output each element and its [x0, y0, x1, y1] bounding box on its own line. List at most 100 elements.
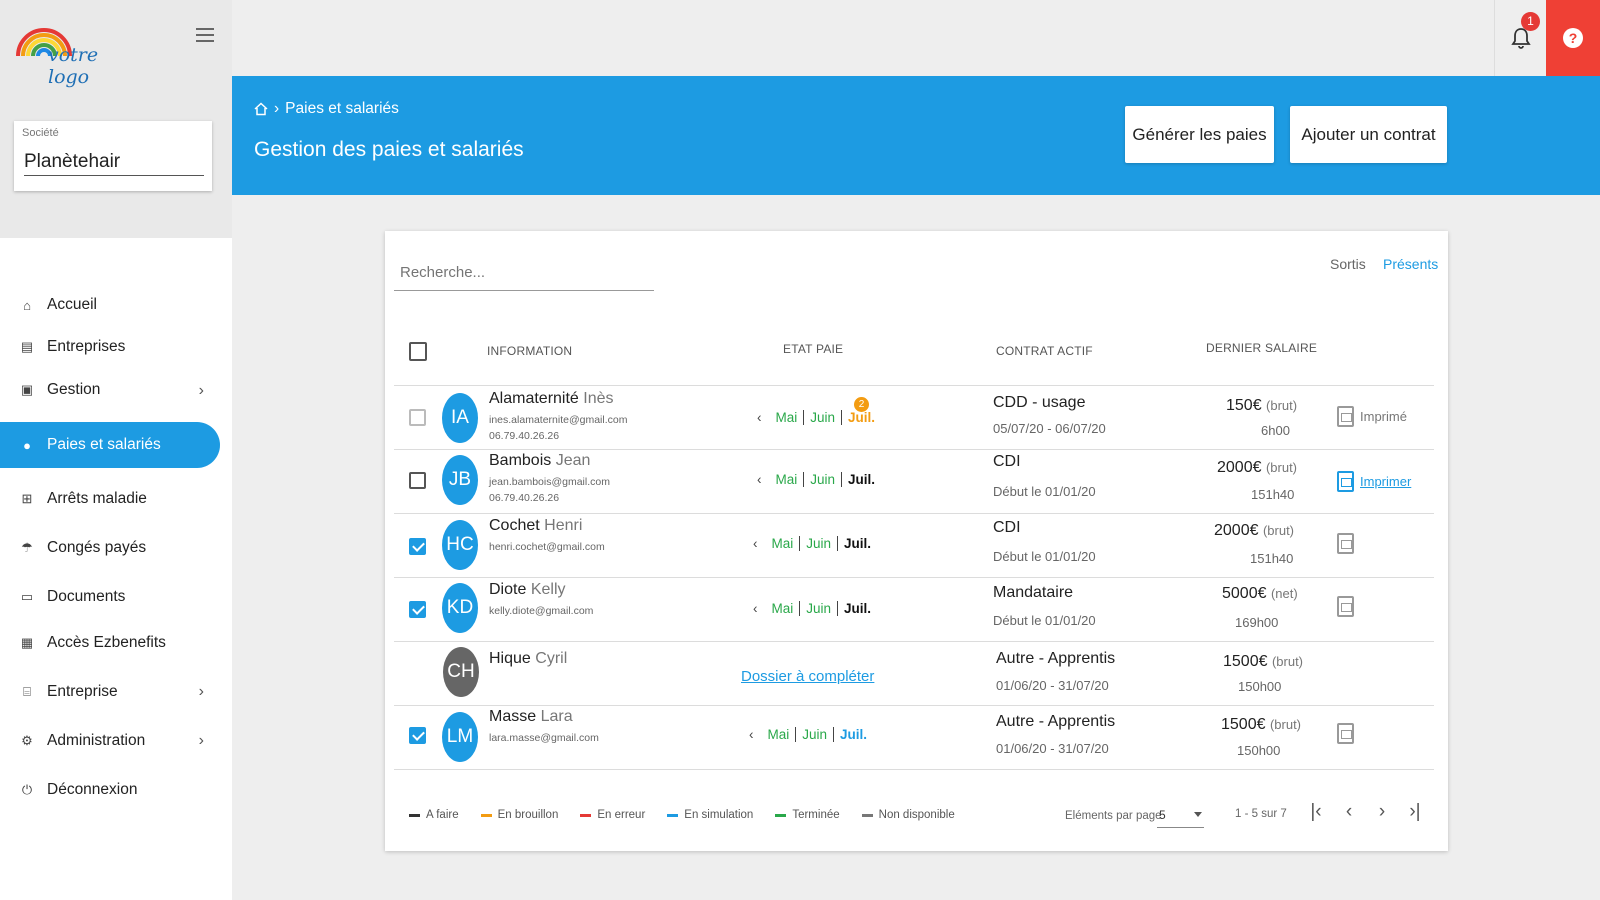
salary-type: (brut)	[1269, 717, 1302, 732]
sidebar-item-paies[interactable]: ● Paies et salariés	[0, 422, 220, 468]
legend-item-a-faire: A faire	[409, 809, 459, 821]
print-button[interactable]	[1337, 596, 1354, 617]
month-juin[interactable]: Juin	[800, 601, 839, 616]
chevron-left-icon[interactable]: ‹	[753, 601, 758, 616]
contract-dates: Début le 01/01/20	[993, 549, 1096, 564]
payroll-months: ‹ Mai Juin Juil.	[753, 536, 877, 551]
print-button[interactable]	[1337, 533, 1354, 554]
month-juin[interactable]: Juin	[804, 410, 843, 425]
legend-swatch	[667, 813, 679, 817]
salary-hours: 169h00	[1235, 615, 1279, 630]
filter-presents[interactable]: Présents	[1383, 256, 1439, 272]
employee-first-name: Cyril	[535, 650, 568, 667]
column-header-information: INFORMATION	[487, 344, 573, 358]
month-juil[interactable]: Juil.	[844, 536, 872, 551]
search-input[interactable]	[394, 255, 654, 291]
table-row[interactable]: IA Alamaternité Inès ines.alamaternite@g…	[385, 385, 1448, 449]
month-mai[interactable]: Mai	[770, 410, 805, 425]
sidebar-item-ezbenefits[interactable]: ▦ Accès Ezbenefits	[0, 620, 232, 666]
company-selector[interactable]: Société Planètehair	[14, 121, 212, 191]
salary-hours: 6h00	[1261, 423, 1290, 438]
previous-page-icon[interactable]: ‹	[1345, 801, 1353, 822]
chevron-left-icon[interactable]: ‹	[749, 727, 754, 742]
per-page-select[interactable]: 5	[1157, 804, 1204, 828]
first-page-icon[interactable]: |‹	[1310, 801, 1322, 822]
column-header-contrat-actif: CONTRAT ACTIF	[996, 344, 1093, 358]
sidebar-item-arrets[interactable]: ⊞ Arrêts maladie	[0, 476, 232, 522]
generate-payslips-button[interactable]: Générer les paies	[1125, 106, 1274, 163]
menu-toggle-icon[interactable]	[196, 28, 214, 42]
row-checkbox[interactable]	[409, 538, 426, 555]
select-all-checkbox[interactable]	[409, 342, 427, 361]
next-page-icon[interactable]: ›	[1378, 801, 1386, 822]
month-juin[interactable]: Juin	[796, 727, 835, 742]
month-juin[interactable]: Juin	[800, 536, 839, 551]
month-mai[interactable]: Mai	[766, 601, 801, 616]
row-checkbox[interactable]	[409, 472, 426, 489]
table-row[interactable]: LM Masse Lara lara.masse@gmail.com ‹ Mai…	[385, 705, 1448, 769]
avatar: JB	[442, 455, 478, 505]
salary-type: (net)	[1270, 586, 1298, 601]
row-checkbox[interactable]	[409, 601, 426, 618]
column-header-etat-paie: ETAT PAIE	[783, 342, 844, 356]
sidebar-item-entreprise[interactable]: ⌸ Entreprise ›	[0, 669, 232, 715]
sidebar-item-accueil[interactable]: ⌂ Accueil	[0, 284, 232, 326]
print-button[interactable]: Imprimer	[1337, 471, 1411, 492]
help-button[interactable]: ?	[1546, 0, 1600, 76]
notifications-button[interactable]: 1	[1494, 0, 1546, 76]
salary-value: 1500€	[1223, 653, 1268, 670]
legend-swatch	[861, 813, 873, 817]
page-title: Gestion des paies et salariés	[254, 138, 524, 161]
row-checkbox[interactable]	[409, 727, 426, 744]
add-contract-button[interactable]: Ajouter un contrat	[1290, 106, 1447, 163]
company-value: Planètehair	[24, 151, 121, 172]
legend-label: En erreur	[597, 809, 646, 821]
sidebar-item-label: Gestion	[47, 381, 101, 398]
row-checkbox[interactable]	[409, 409, 426, 426]
sidebar-item-administration[interactable]: ⚙ Administration ›	[0, 718, 232, 764]
sidebar-item-entreprises[interactable]: ▤ Entreprises	[0, 326, 232, 368]
employee-name: Masse Lara	[489, 708, 573, 726]
divider	[394, 769, 1434, 770]
employee-first-name: Jean	[555, 452, 591, 469]
divider	[394, 705, 1434, 706]
legend-item-en-simulation: En simulation	[667, 809, 753, 821]
salary-hours: 151h40	[1250, 551, 1294, 566]
salary-amount: 1500€ (brut)	[1221, 716, 1301, 734]
table-row[interactable]: JB Bambois Jean jean.bambois@gmail.com 0…	[385, 449, 1448, 513]
month-juil[interactable]: Juil.	[848, 472, 876, 487]
breadcrumb-current[interactable]: Paies et salariés	[285, 100, 399, 117]
table-row[interactable]: KD Diote Kelly kelly.diote@gmail.com ‹ M…	[385, 577, 1448, 641]
print-status: Imprimé	[1337, 406, 1407, 427]
sidebar-item-conges[interactable]: ☂ Congés payés	[0, 525, 232, 571]
filter-sortis[interactable]: Sortis	[1330, 256, 1366, 272]
chevron-left-icon[interactable]: ‹	[757, 472, 762, 487]
print-button[interactable]	[1337, 723, 1354, 744]
pdf-icon	[1337, 471, 1354, 492]
month-mai[interactable]: Mai	[770, 472, 805, 487]
month-mai[interactable]: Mai	[766, 536, 801, 551]
employee-first-name: Kelly	[530, 581, 566, 598]
salary-value: 5000€	[1222, 585, 1267, 602]
chevron-left-icon[interactable]: ‹	[757, 410, 762, 425]
month-juil[interactable]: Juil.	[840, 727, 868, 742]
rainbow-logo-icon	[16, 28, 72, 57]
chevron-left-icon[interactable]: ‹	[753, 536, 758, 551]
complete-file-link[interactable]: Dossier à compléter	[741, 668, 875, 685]
status-legend: A faire En brouillon En erreur En simula…	[409, 809, 955, 821]
employee-first-name: Lara	[540, 708, 573, 725]
last-page-icon[interactable]: ›|	[1409, 801, 1421, 822]
sidebar-item-deconnexion[interactable]: ⏻ Déconnexion	[0, 767, 232, 813]
table-row[interactable]: CH Hique Cyril Dossier à compléter Autre…	[385, 641, 1448, 705]
divider	[394, 641, 1434, 642]
month-mai[interactable]: Mai	[762, 727, 797, 742]
home-icon[interactable]	[254, 102, 268, 116]
salary-amount: 5000€ (net)	[1222, 585, 1298, 603]
sidebar-item-gestion[interactable]: ▣ Gestion ›	[0, 368, 232, 412]
month-juil[interactable]: Juil.	[844, 601, 872, 616]
table-row[interactable]: HC Cochet Henri henri.cochet@gmail.com ‹…	[385, 513, 1448, 577]
sidebar: votre logo Société Planètehair ⌂ Accueil…	[0, 0, 232, 900]
month-juin[interactable]: Juin	[804, 472, 843, 487]
month-juil[interactable]: Juil.	[848, 410, 876, 425]
sidebar-item-documents[interactable]: ▭ Documents	[0, 574, 232, 620]
